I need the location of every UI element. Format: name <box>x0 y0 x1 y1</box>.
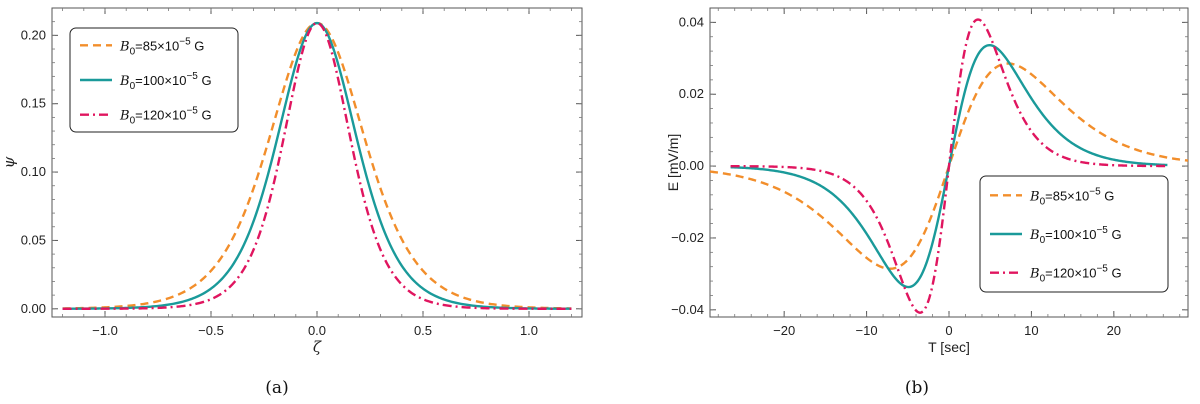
legend: B0=85×10−5 G B0=100×10−5 G B0=120×10−5 G <box>979 175 1169 293</box>
x-tick-label: 0 <box>945 323 952 338</box>
y-axis-label: E [mV/m] <box>665 134 681 192</box>
x-axis-label: T [sec] <box>928 339 970 355</box>
legend-entry: B0=85×10−5 G <box>1029 186 1114 207</box>
x-axis-label: ζ <box>313 338 322 356</box>
y-axis-label: ψ <box>0 156 18 168</box>
legend-entry: B0=120×10−5 G <box>119 106 212 127</box>
y-tick-label: 0.04 <box>679 14 704 29</box>
y-tick-label: 0.15 <box>21 96 46 111</box>
y-tick-label: −0.04 <box>671 302 704 317</box>
x-tick-label: −10 <box>856 323 878 338</box>
panel-caption: (b) <box>905 378 929 398</box>
chart-panel-b: −20 −10 0 10 20 −0.04 −0.02 0.00 0.02 0.04 T [sec]… <box>665 7 1189 398</box>
series-line-3 <box>62 21 572 310</box>
y-tick-label: 0.00 <box>679 158 704 173</box>
y-tick-label: 0.20 <box>21 27 46 42</box>
legend-entry: B0=100×10−5 G <box>119 71 212 92</box>
legend-box <box>979 175 1169 293</box>
panel-caption: (a) <box>265 378 288 398</box>
x-tick-label: −1.0 <box>92 323 118 338</box>
legend-entry: B0=100×10−5 G <box>1029 225 1122 246</box>
x-tick-label: 0.5 <box>414 323 432 338</box>
x-tick-label: 10 <box>1024 323 1038 338</box>
series-line-1 <box>710 62 1188 270</box>
y-tick-label: −0.02 <box>671 230 704 245</box>
legend-box <box>69 27 239 133</box>
x-tick-label: −0.5 <box>198 323 224 338</box>
x-tick-label: 1.0 <box>520 323 538 338</box>
x-tick-label: 0.0 <box>308 323 326 338</box>
series-line-3 <box>730 18 1168 314</box>
series-line-2 <box>62 21 572 310</box>
chart-panel-a: −1.0 −0.5 0.0 0.5 1.0 0.00 0.05 0.10 0.15 0.20 ζ ψ (… <box>0 7 583 398</box>
legend-entry: B0=120×10−5 G <box>1029 264 1122 285</box>
x-tick-label: −20 <box>773 323 795 338</box>
x-tick-label: 20 <box>1107 323 1121 338</box>
y-tick-label: 0.05 <box>21 232 46 247</box>
legend: B0=85×10−5 G B0=100×10−5 G B0=120×10−5 G <box>69 27 239 133</box>
y-tick-label: 0.02 <box>679 86 704 101</box>
y-tick-label: 0.10 <box>21 164 46 179</box>
y-tick-label: 0.00 <box>21 301 46 316</box>
legend-entry: B0=85×10−5 G <box>119 36 204 57</box>
